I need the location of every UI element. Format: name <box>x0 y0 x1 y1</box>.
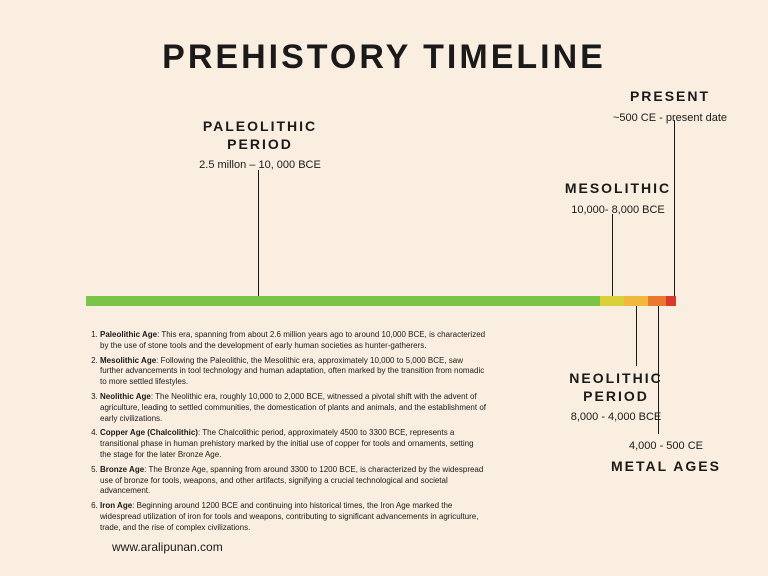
label-metalages: 4,000 - 500 CE METAL AGES <box>596 440 736 476</box>
desc-item: Mesolithic Age: Following the Paleolithi… <box>100 356 486 388</box>
desc-item-text: : Following the Paleolithic, the Mesolit… <box>100 356 484 387</box>
label-title-present: PRESENT <box>580 88 760 106</box>
label-title-mesolithic: MESOLITHIC <box>548 180 688 198</box>
footer-url: www.aralipunan.com <box>112 540 223 554</box>
label-sub-neolithic: 8,000 - 4,000 BCE <box>546 411 686 423</box>
label-neolithic: NEOLITHIC PERIOD 8,000 - 4,000 BCE <box>546 370 686 423</box>
desc-item: Neolithic Age: The Neolithic era, roughl… <box>100 392 486 424</box>
timeline-seg-present <box>666 296 676 306</box>
desc-item: Bronze Age: The Bronze Age, spanning fro… <box>100 465 486 497</box>
timeline-seg-neolithic <box>624 296 648 306</box>
desc-item-term: Neolithic Age <box>100 392 151 401</box>
connector-metalages <box>658 306 659 434</box>
label-title-paleolithic: PALEOLITHIC PERIOD <box>170 118 350 153</box>
label-sub-metalages: 4,000 - 500 CE <box>596 440 736 452</box>
timeline-seg-paleolithic <box>86 296 600 306</box>
desc-item-text: : Beginning around 1200 BCE and continui… <box>100 501 478 532</box>
description-list: Paleolithic Age: This era, spanning from… <box>86 330 486 538</box>
desc-item-text: : This era, spanning from about 2.6 mill… <box>100 330 485 350</box>
timeline-seg-metal-ages <box>648 296 666 306</box>
page-title: PREHISTORY TIMELINE <box>0 38 768 77</box>
desc-item-text: : The Neolithic era, roughly 10,000 to 2… <box>100 392 486 423</box>
desc-item-term: Paleolithic Age <box>100 330 157 339</box>
label-present: PRESENT ~500 CE - present date <box>580 88 760 124</box>
timeline-seg-mesolithic <box>600 296 624 306</box>
connector-paleolithic <box>258 170 259 296</box>
label-title-neolithic: NEOLITHIC PERIOD <box>546 370 686 405</box>
desc-item-term: Copper Age (Chalcolithic) <box>100 428 198 437</box>
label-mesolithic: MESOLITHIC 10,000- 8,000 BCE <box>548 180 688 216</box>
label-sub-present: ~500 CE - present date <box>580 112 760 124</box>
label-sub-mesolithic: 10,000- 8,000 BCE <box>548 204 688 216</box>
desc-item-text: : The Bronze Age, spanning from around 3… <box>100 465 483 496</box>
desc-item-term: Iron Age <box>100 501 132 510</box>
desc-item: Iron Age: Beginning around 1200 BCE and … <box>100 501 486 533</box>
label-paleolithic: PALEOLITHIC PERIOD 2.5 millon – 10, 000 B… <box>170 118 350 171</box>
label-title-metalages: METAL AGES <box>596 458 736 476</box>
label-sub-paleolithic: 2.5 millon – 10, 000 BCE <box>170 159 350 171</box>
desc-item: Copper Age (Chalcolithic): The Chalcolit… <box>100 428 486 460</box>
connector-neolithic <box>636 306 637 366</box>
desc-item-term: Bronze Age <box>100 465 144 474</box>
desc-item-term: Mesolithic Age <box>100 356 156 365</box>
connector-mesolithic <box>612 214 613 296</box>
desc-item: Paleolithic Age: This era, spanning from… <box>100 330 486 352</box>
